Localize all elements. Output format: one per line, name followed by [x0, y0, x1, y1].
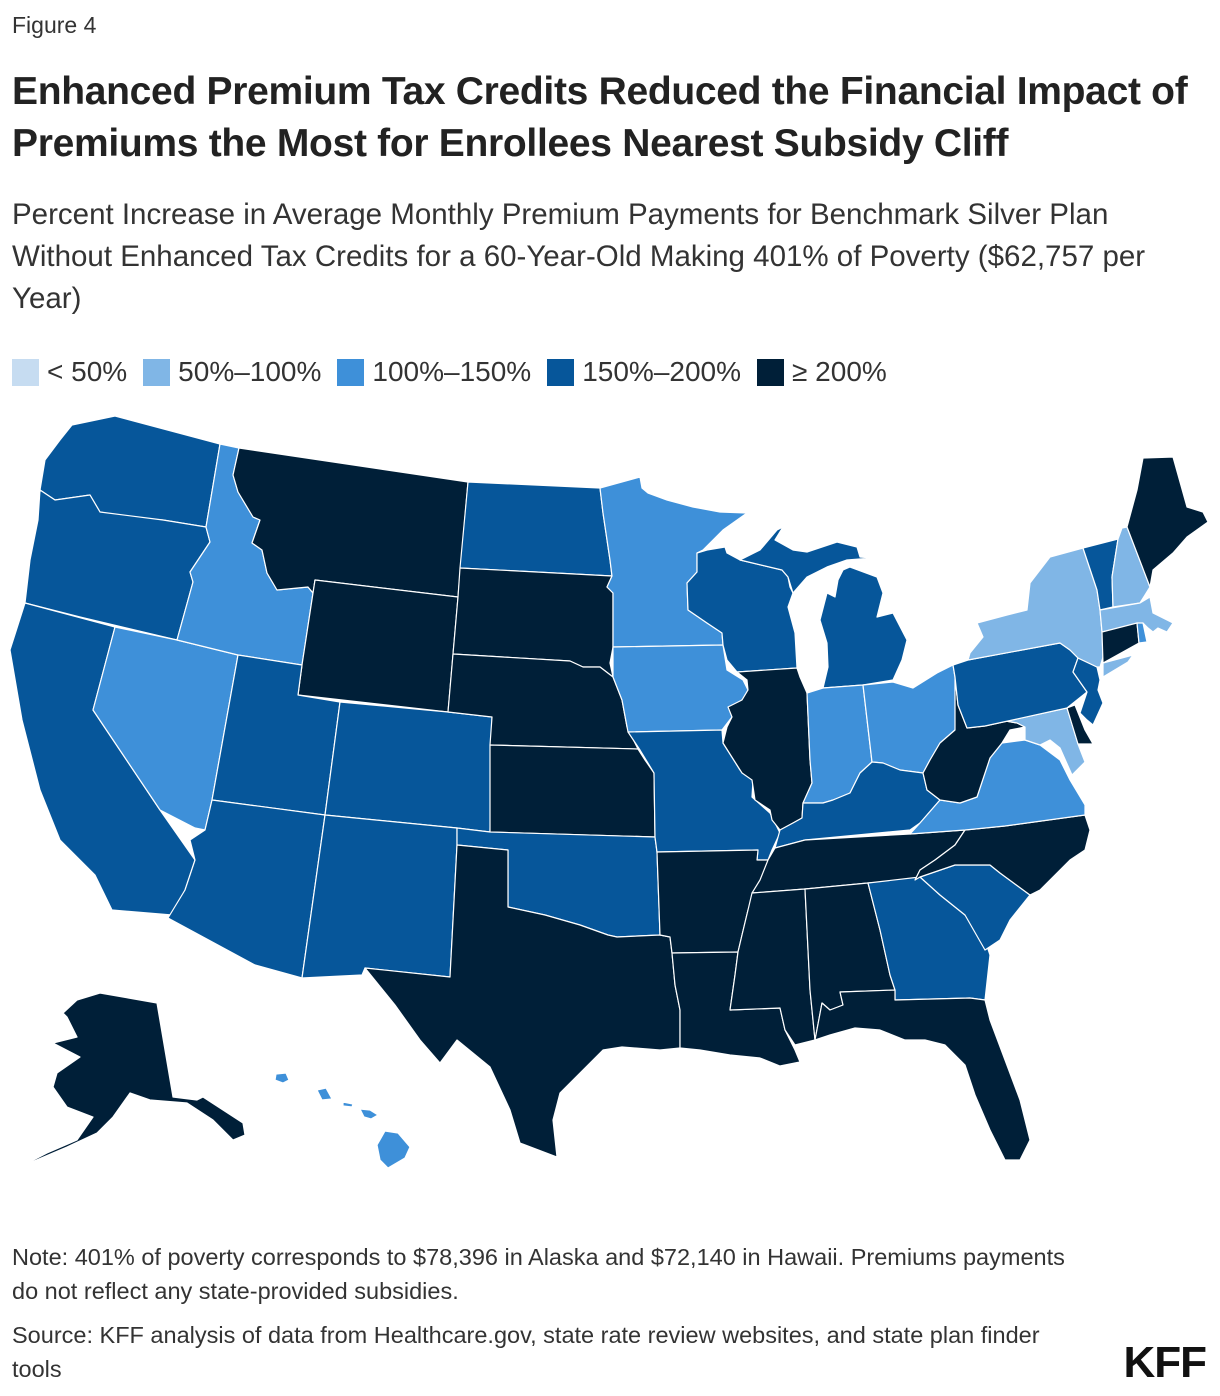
- chart-subtitle: Percent Increase in Average Monthly Prem…: [12, 198, 1146, 315]
- legend-item: 50%–100%: [143, 356, 321, 388]
- state-MI[interactable]: [819, 566, 908, 689]
- state-WI[interactable]: [686, 546, 798, 673]
- legend-item: 100%–150%: [337, 356, 531, 388]
- state-AK[interactable]: [19, 992, 246, 1168]
- legend-swatch: [757, 358, 785, 386]
- state-NJ[interactable]: [1072, 657, 1104, 726]
- chart-title: Enhanced Premium Tax Credits Reduced the…: [12, 70, 1188, 165]
- state-WY[interactable]: [297, 579, 459, 713]
- state-NM[interactable]: [301, 814, 458, 979]
- legend: < 50% 50%–100% 100%–150% 150%–200% ≥ 200…: [12, 356, 903, 388]
- legend-label: 50%–100%: [178, 356, 322, 387]
- us-map: [9, 415, 1209, 1169]
- state-TX[interactable]: [364, 844, 681, 1158]
- legend-item: ≥ 200%: [757, 356, 887, 388]
- source-note: Source: KFF analysis of data from Health…: [12, 1322, 1040, 1382]
- state-HI-big-island[interactable]: [376, 1130, 411, 1169]
- legend-item: 150%–200%: [547, 356, 741, 388]
- legend-swatch: [547, 358, 575, 386]
- state-NY-long-island[interactable]: [1102, 654, 1134, 678]
- state-HI-oahu[interactable]: [316, 1087, 333, 1101]
- kff-logo: KFF: [1123, 1338, 1207, 1387]
- footnote: Note: 401% of poverty corresponds to $78…: [12, 1244, 1065, 1304]
- legend-label: 150%–200%: [582, 356, 742, 387]
- state-ME[interactable]: [1126, 456, 1209, 588]
- state-KS[interactable]: [489, 744, 656, 838]
- state-DE[interactable]: [1066, 704, 1094, 745]
- state-MT[interactable]: [232, 447, 469, 598]
- state-HI-maui[interactable]: [359, 1108, 379, 1120]
- state-ND[interactable]: [459, 481, 613, 577]
- legend-label: ≥ 200%: [792, 356, 887, 387]
- legend-item: < 50%: [12, 356, 127, 388]
- state-FL[interactable]: [814, 989, 1031, 1161]
- legend-swatch: [337, 358, 365, 386]
- state-NH[interactable]: [1111, 526, 1151, 608]
- state-HI-molokai[interactable]: [342, 1101, 354, 1108]
- legend-label: 100%–150%: [372, 356, 532, 387]
- figure-label: Figure 4: [12, 12, 97, 38]
- state-MI-upper[interactable]: [739, 526, 874, 594]
- state-RI[interactable]: [1136, 622, 1148, 644]
- legend-swatch: [12, 358, 39, 386]
- state-CO[interactable]: [324, 701, 493, 833]
- state-HI-kauai[interactable]: [274, 1072, 290, 1084]
- legend-swatch: [143, 358, 171, 386]
- state-NC[interactable]: [914, 814, 1091, 896]
- legend-label: < 50%: [47, 356, 128, 387]
